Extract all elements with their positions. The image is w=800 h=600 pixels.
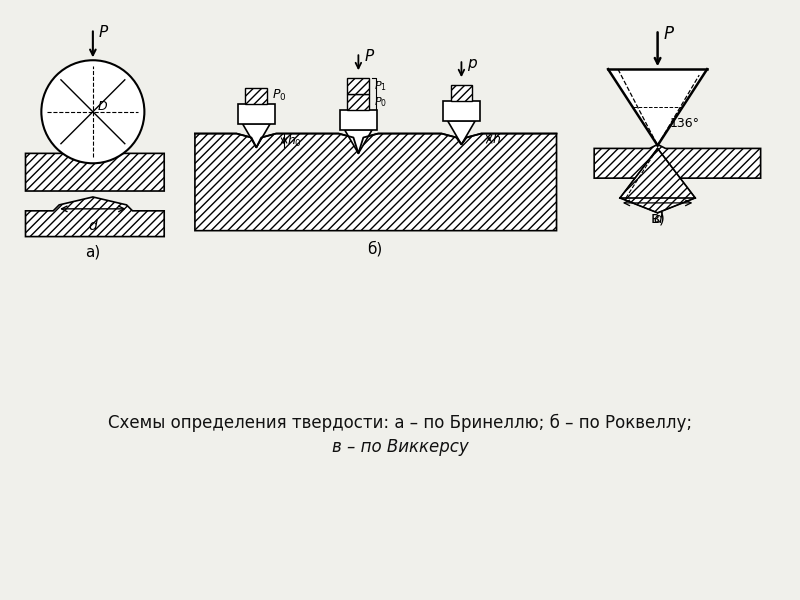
Text: d: d [654,212,662,226]
Text: P: P [99,25,108,40]
Polygon shape [345,130,372,154]
Polygon shape [347,78,370,94]
Text: $h_0$: $h_0$ [287,133,302,149]
Polygon shape [608,69,707,145]
Circle shape [42,60,144,163]
Text: d: d [89,219,98,233]
Text: $P_1$: $P_1$ [374,79,387,93]
Polygon shape [246,88,267,104]
Bar [442,101,480,121]
Text: P: P [663,25,674,43]
Text: h: h [492,133,500,146]
Text: p: p [467,56,477,71]
Polygon shape [26,154,164,191]
Polygon shape [594,145,761,178]
Text: $P_0$: $P_0$ [272,88,286,103]
Polygon shape [242,124,270,148]
Text: а): а) [86,245,101,260]
Text: Схемы определения твердости: а – по Бринеллю; б – по Роквеллу;: Схемы определения твердости: а – по Брин… [108,414,692,432]
Polygon shape [26,197,164,236]
Polygon shape [620,148,695,213]
Text: б): б) [368,241,383,256]
Polygon shape [195,134,557,230]
Polygon shape [450,85,472,101]
Text: P: P [364,49,374,64]
Polygon shape [447,121,475,145]
Text: в – по Виккерсу: в – по Виккерсу [332,438,468,456]
Text: 136°: 136° [670,117,699,130]
Bar [238,104,275,124]
Polygon shape [347,94,370,110]
Text: D: D [98,100,107,113]
Text: в): в) [650,211,665,226]
Text: $P_0$: $P_0$ [374,95,387,109]
Bar [339,110,378,130]
